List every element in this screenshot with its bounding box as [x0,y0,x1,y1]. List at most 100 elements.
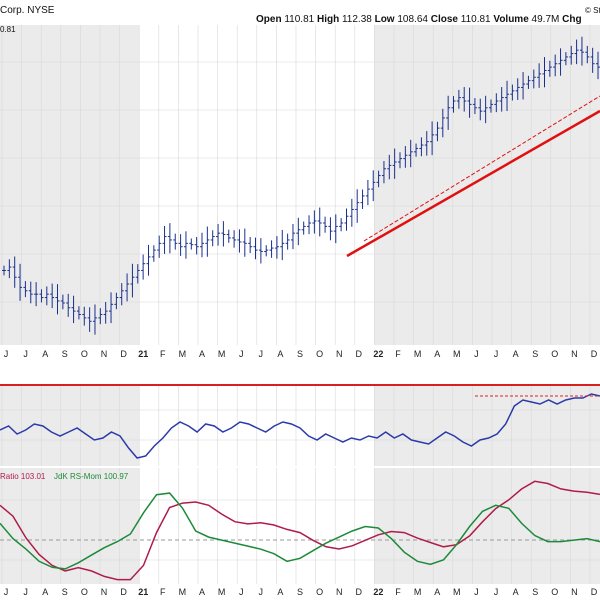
rs-line [0,393,600,459]
ohlc-bar [579,36,584,66]
ohlc-bar [547,60,552,77]
ohlc-bar [472,98,477,115]
ohlc-bar [408,139,413,168]
x-tick-label: S [297,587,303,597]
ohlc-bar [71,295,76,324]
ohlc-bar [103,301,108,324]
ohlc-bar [248,237,253,254]
ohlc-bar [312,210,317,234]
ohlc-bar [558,48,563,76]
x-tick-label: D [591,349,598,359]
ohlc-bar [419,137,424,157]
ohlc-bar [92,304,97,335]
ohlc-bar [563,52,568,66]
x-tick-label: N [571,349,578,359]
ohlc-bar [178,234,183,256]
ohlc-bar [307,215,312,235]
ohlc-bar [167,223,172,254]
x-tick-label: J [259,587,264,597]
x-tick-label: D [120,349,127,359]
x-tick-label: O [81,349,88,359]
ohlc-bar [258,238,263,264]
ohlc-bar [569,45,574,65]
x-tick-label: D [120,587,127,597]
ohlc-bar [274,236,279,259]
ohlc-bar [119,283,124,306]
ohlc-value-low: 108.64 [397,14,428,25]
x-tick-label: S [532,349,538,359]
ohlc-label-low: Low [372,14,398,25]
x-tick-label: S [532,587,538,597]
x-tick-label: O [316,587,323,597]
ohlc-bar [531,69,536,89]
rrg-gridlines [0,468,600,584]
x-tick-label: A [42,587,48,597]
ohlc-bar [221,221,226,247]
ohlc-bar [237,229,242,253]
ohlc-bar [173,233,178,250]
ohlc-bar [114,292,119,310]
header-bar: Corp. NYSE Open 110.81 High 112.38 Low 1… [0,5,600,34]
rs-mom-line [0,492,600,570]
x-tick-label: A [434,587,440,597]
x-tick-label: F [395,349,401,359]
ohlc-bar [365,179,370,206]
x-tick-label: A [199,587,205,597]
x-tick-label: O [551,349,558,359]
rrg-panel: Ratio 103.01 JdK RS-Mom 100.97 [0,468,600,584]
x-tick-label: A [199,349,205,359]
x-tick-label: D [356,587,363,597]
ohlc-bar [585,45,590,64]
x-tick-label: J [23,349,28,359]
ohlc-bar [398,152,402,169]
x-axis-bottom: J J A S O N D 21 F M A M J J A S O N D 22 F M A M J J A S O N D [4,587,598,597]
ohlc-bar [323,216,328,233]
ohlc-readout: Open 110.81 High 112.38 Low 108.64 Close… [256,14,582,25]
ohlc-bar [494,93,499,113]
ohlc-bar [146,244,151,276]
year-band [374,25,600,345]
x-axis-top: J J A S O N D 21 F M A M J J A S O N D 22 F M A M J J A S O N D [4,349,598,359]
ohlc-label-volume: Volume [491,14,532,25]
x-tick-label: J [239,587,244,597]
ohlc-bar [526,75,531,89]
x-tick-label: A [42,349,48,359]
ohlc-bar [424,131,429,156]
ohlc-bar [55,284,60,315]
x-tick-label: A [513,587,519,597]
ohlc-bar [98,308,103,325]
ohlc-bar [216,224,221,246]
ohlc-label-open: Open [256,14,284,25]
ohlc-bar [462,87,467,112]
ohlc-bar [34,282,39,307]
ohlc-value-close: 110.81 [461,14,491,25]
ohlc-bar [440,108,445,138]
trend-line-dashed [363,95,600,242]
x-tick-label: D [356,349,363,359]
ohlc-bar [264,245,269,257]
ohlc-bar [403,146,408,168]
ohlc-bar [344,208,349,231]
ohlc-bar [269,240,274,258]
ohlc-bar [66,293,71,317]
ohlc-bar [430,121,435,156]
x-tick-label: M [414,587,422,597]
x-tick-label: J [4,349,9,359]
rs-year-bands [0,386,600,466]
x-tick-label: J [259,349,264,359]
ohlc-bar [349,198,354,227]
ohlc-value-open: 110.81 [284,14,314,25]
ohlc-bar [360,189,365,209]
x-tick-label: D [591,587,598,597]
ohlc-bar [488,99,493,113]
ohlc-bar [542,57,547,88]
x-tick-label: 21 [138,587,148,597]
ohlc-bar [76,306,81,320]
ohlc-bar [39,289,44,303]
ohlc-bar [371,170,376,202]
x-tick-label: N [336,349,343,359]
ohlc-bar [510,84,515,101]
ohlc-bar [183,231,188,259]
ohlc-bar [467,87,472,118]
